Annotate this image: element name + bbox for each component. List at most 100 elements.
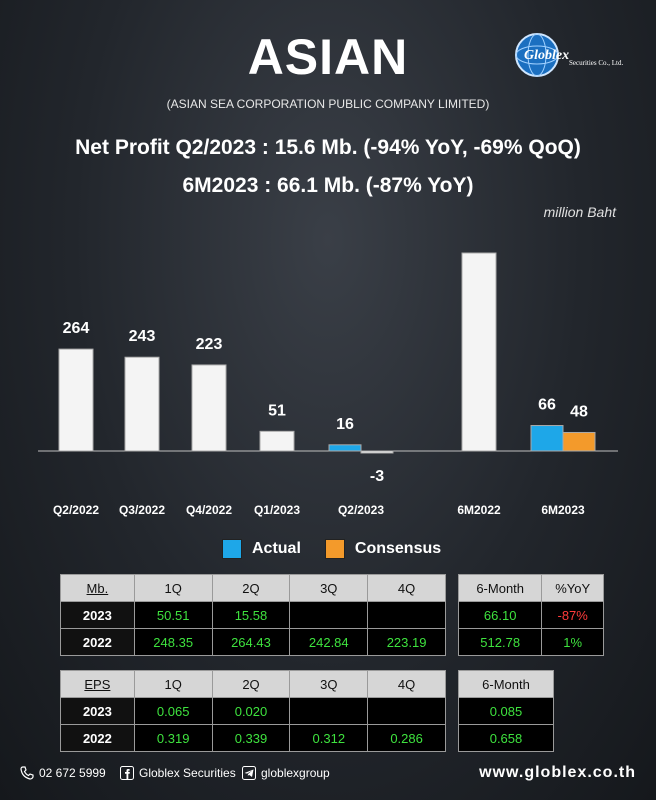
legend-label-consensus: Consensus [354,540,442,557]
x-tick-label: 6M2022 [457,503,501,517]
table-cell: 248.35 [133,628,213,656]
table-row: 0.658 [458,724,554,752]
x-tick-label: Q2/2023 [338,503,384,517]
logo-text: Globlex [524,48,569,63]
row-year: 2022 [60,628,135,656]
table-header-2q: 2Q [211,574,291,602]
bar-value-label: -3 [370,468,384,485]
bar-value-label: 16 [336,416,354,433]
table-header-6-month: 6-Month [458,670,554,698]
footer-telegram[interactable]: globlexgroup [242,762,330,784]
phone-number: 02 672 5999 [39,766,106,780]
bar-consensus [360,450,394,454]
table-header-row: 6-Month [458,670,554,698]
bar-actual [259,430,295,452]
bar-value-label: 243 [129,328,156,345]
table-cell: 1% [541,628,604,656]
x-tick-label: 6M2023 [541,503,585,517]
net-profit-quarterly-table: Mb. 1Q 2Q 3Q 4Q 2023 50.51 15.58 2022 24… [60,574,446,656]
net-profit-headline: Net Profit Q2/2023 : 15.6 Mb. (-94% YoY,… [75,136,581,159]
table-cell: 242.84 [289,628,369,656]
table-header-4q: 4Q [367,670,446,698]
footer: 02 672 5999 Globlex Securities globlexgr… [20,762,640,784]
footer-facebook[interactable]: Globlex Securities [120,762,236,784]
table-cell: 0.286 [367,724,446,752]
bar-actual [191,364,227,452]
table-header-6-month: 6-Month [457,574,543,602]
table-header-2q: 2Q [211,670,291,698]
table-cell: 0.085 [458,697,554,725]
row-year: 2022 [60,724,135,752]
table-row: 512.78 1% [457,628,604,656]
table-row: 2022 248.35 264.43 242.84 223.19 [60,628,446,656]
table-header-4q: 4Q [367,574,446,602]
table-cell: 0.319 [133,724,213,752]
bar-actual [124,356,160,452]
table-cell: 66.10 [457,601,543,629]
bar-actual [328,444,362,452]
table-header-mb: Mb. [60,574,135,602]
footer-phone[interactable]: 02 672 5999 [20,762,106,784]
table-cell-negative: -87% [541,601,604,629]
chart-legend: Actual Consensus [222,538,441,560]
table-row: 2023 0.065 0.020 [60,697,446,725]
facebook-name: Globlex Securities [139,766,236,780]
net-profit-bar-chart: 264 Q2/2022 243 Q3/2022 223 Q4/2022 51 Q1/2023 1… [38,240,618,517]
row-year: 2023 [60,697,135,725]
telegram-icon [242,766,256,780]
table-header-1q: 1Q [133,670,213,698]
x-tick-label: Q2/2022 [53,503,99,517]
bar-consensus [562,431,596,452]
bar-value-label: 51 [268,402,286,419]
x-tick-label: Q3/2022 [119,503,165,517]
logo-subtext: Securities Co., Ltd. [569,59,623,67]
table-cell: 264.43 [211,628,291,656]
facebook-icon [120,766,134,780]
table-row: 2023 50.51 15.58 [60,601,446,629]
x-tick-label: Q4/2022 [186,503,232,517]
telegram-handle: globlexgroup [261,766,330,780]
website-link[interactable]: www.globlex.co.th [479,764,636,781]
table-row: 66.10 -87% [457,601,604,629]
table-cell [289,697,369,725]
table-cell: 50.51 [133,601,213,629]
eps-quarterly-table: EPS 1Q 2Q 3Q 4Q 2023 0.065 0.020 2022 0.… [60,670,446,752]
table-header-3q: 3Q [289,574,369,602]
bar-value-label: 223 [196,336,223,353]
x-tick-label: Q1/2023 [254,503,300,517]
legend-label-actual: Actual [252,540,301,557]
eps-6m-table: 6-Month 0.085 0.658 [458,670,554,752]
legend-swatch-actual [222,539,242,559]
bar-actual [461,252,497,452]
table-header-3q: 3Q [289,670,369,698]
table-row: 0.085 [458,697,554,725]
table-header-yoy: %YoY [541,574,604,602]
bar-value-label: 513 [466,240,493,241]
bar-actual [530,425,564,452]
bar-value-label: 66 [538,397,556,414]
table-cell: 0.312 [289,724,369,752]
company-full-name: (ASIAN SEA CORPORATION PUBLIC COMPANY LI… [166,97,490,111]
table-cell: 223.19 [367,628,446,656]
table-cell: 512.78 [457,628,543,656]
bar-value-label: 264 [63,320,90,337]
legend-swatch-consensus [324,539,345,559]
net-profit-6m-table: 6-Month %YoY 66.10 -87% 512.78 1% [457,574,604,656]
table-header-row: Mb. 1Q 2Q 3Q 4Q [60,574,446,602]
phone-icon [20,766,34,780]
bar-value-label: 48 [570,403,588,420]
table-cell [367,601,446,629]
table-cell: 0.020 [211,697,291,725]
bar-actual [58,348,94,452]
row-year: 2023 [60,601,135,629]
table-header-eps: EPS [60,670,135,698]
table-cell [289,601,369,629]
table-cell: 0.065 [133,697,213,725]
table-row: 2022 0.319 0.339 0.312 0.286 [60,724,446,752]
table-header-row: 6-Month %YoY [457,574,604,602]
table-header-1q: 1Q [133,574,213,602]
table-cell: 0.658 [458,724,554,752]
table-header-row: EPS 1Q 2Q 3Q 4Q [60,670,446,698]
table-cell: 0.339 [211,724,291,752]
unit-label: million Baht [543,204,616,220]
